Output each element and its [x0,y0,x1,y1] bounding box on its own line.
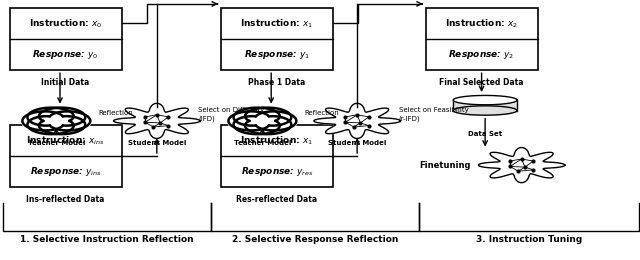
Circle shape [21,107,92,135]
Text: 1. Selective Instruction Reflection: 1. Selective Instruction Reflection [20,235,194,244]
Text: Res-reflected Data: Res-reflected Data [236,195,317,204]
Text: Data Set: Data Set [468,131,502,137]
Text: Final Selected Data: Final Selected Data [439,78,524,87]
FancyBboxPatch shape [10,125,122,187]
Text: 3. Instruction Tuning: 3. Instruction Tuning [476,235,582,244]
Text: Instruction: $x_1$: Instruction: $x_1$ [240,17,314,30]
Polygon shape [314,103,401,139]
Text: Instruction: $x_1$: Instruction: $x_1$ [240,134,314,147]
Text: Response: $y_2$: Response: $y_2$ [449,48,515,61]
Polygon shape [453,106,517,115]
Text: Select on Difficulty: Select on Difficulty [198,107,265,114]
Text: Instruction: $x_{ins}$: Instruction: $x_{ins}$ [26,134,105,147]
Text: Phase 1 Data: Phase 1 Data [248,78,305,87]
Text: Response: $y_1$: Response: $y_1$ [244,48,310,61]
Text: (r-IFD): (r-IFD) [399,115,420,121]
FancyBboxPatch shape [426,8,538,70]
Polygon shape [453,95,517,105]
Text: Finetuning: Finetuning [419,161,470,170]
Text: Response: $y_0$: Response: $y_0$ [33,48,99,61]
Text: Initial Data: Initial Data [42,78,90,87]
Circle shape [227,107,298,135]
Text: Ins-reflected Data: Ins-reflected Data [26,195,105,204]
Text: Teacher Model: Teacher Model [28,140,85,146]
Text: Select on Feasibility: Select on Feasibility [399,107,468,114]
FancyBboxPatch shape [221,125,333,187]
Text: Student Model: Student Model [328,140,387,146]
Text: Teacher Model: Teacher Model [234,140,291,146]
FancyBboxPatch shape [221,8,333,70]
Text: Reflection: Reflection [304,110,339,116]
Text: Instruction: $x_0$: Instruction: $x_0$ [29,17,102,30]
Text: Response: $y_{res}$: Response: $y_{res}$ [241,165,313,178]
Text: (IFD): (IFD) [198,115,215,121]
Text: Response: $y_{ins}$: Response: $y_{ins}$ [29,165,102,178]
Text: Instruction: $x_2$: Instruction: $x_2$ [445,17,518,30]
Text: Reflection: Reflection [98,110,132,116]
FancyBboxPatch shape [10,8,122,70]
Text: Student Model: Student Model [127,140,186,146]
Text: 2. Selective Response Reflection: 2. Selective Response Reflection [232,235,398,244]
Polygon shape [453,100,517,110]
Polygon shape [113,103,200,139]
Polygon shape [478,147,565,183]
